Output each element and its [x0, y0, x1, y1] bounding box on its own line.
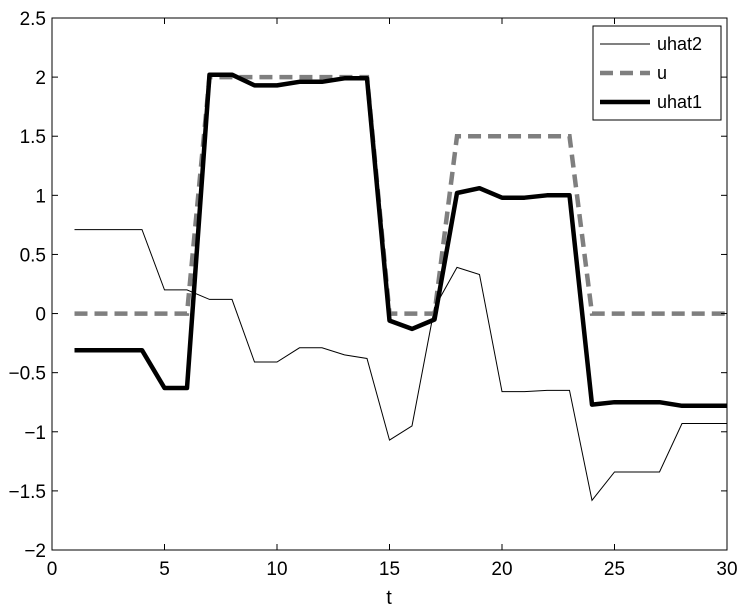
- ticks-layer: [51, 17, 728, 551]
- series-layer: [74, 72, 727, 502]
- y-tick-label: −0.5: [8, 364, 46, 385]
- x-tick-label: 15: [379, 559, 400, 580]
- series-line-u: [74, 74, 727, 316]
- y-tick-label: 2.5: [20, 9, 46, 30]
- x-tick-label: 20: [491, 559, 512, 580]
- x-axis-label: t: [386, 587, 392, 609]
- tick-labels-layer: 0 5 10 15 20 25 30 −2 −1.5 −1 −0.5 0 0.5 1 1.5 2 2.5: [8, 9, 737, 580]
- y-tick-label: 2: [35, 68, 46, 89]
- y-tick-label: 0.5: [20, 245, 46, 266]
- x-tick-label: 30: [716, 559, 737, 580]
- y-tick-label: −1.5: [8, 482, 46, 503]
- legend-box: [592, 25, 722, 121]
- y-tick-label: −2: [24, 541, 46, 562]
- y-tick-label: −1: [24, 423, 46, 444]
- legend: uhat2 u uhat1: [592, 25, 722, 121]
- legend-label-u: u: [657, 63, 667, 83]
- x-tick-label: 25: [604, 559, 625, 580]
- x-tick-label: 10: [266, 559, 287, 580]
- series-line-uhat1: [74, 72, 727, 409]
- legend-label-uhat2: uhat2: [657, 34, 702, 54]
- y-tick-label: 0: [35, 305, 46, 326]
- series-line-uhat2: [74, 229, 727, 502]
- y-tick-label: 1: [35, 186, 46, 207]
- x-tick-label: 0: [47, 559, 58, 580]
- legend-label-uhat1: uhat1: [657, 92, 702, 112]
- x-tick-label: 5: [159, 559, 170, 580]
- y-tick-label: 1.5: [20, 127, 46, 148]
